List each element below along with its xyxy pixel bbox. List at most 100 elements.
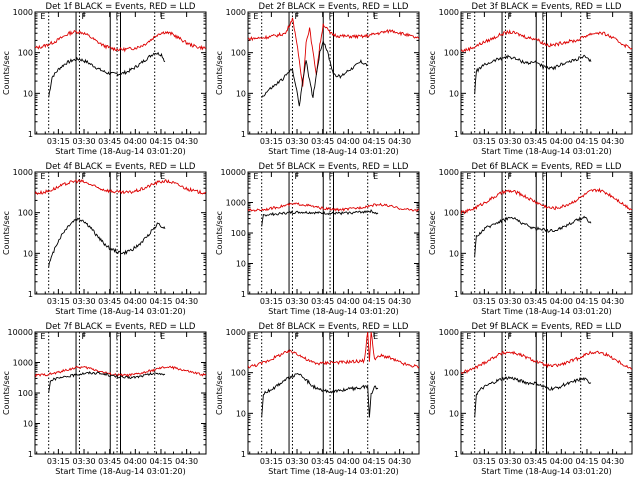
y-tick-label: 1000 [439, 8, 459, 17]
x-tick-label: 03:45 [311, 297, 334, 306]
x-tick-label: 03:30 [498, 137, 521, 146]
lld-series-line [461, 187, 632, 215]
y-tick-label: 10 [23, 89, 33, 98]
x-axis-label: Start Time (18-Aug-14 03:01:20) [268, 147, 399, 156]
detector-chart-8: Det 8f BLACK = Events, RED = LLD 1 10 100 10… [215, 322, 420, 476]
detector-chart-6: Det 6f BLACK = Events, RED = LLD 1 10 100 10… [428, 162, 633, 316]
x-tick-label: 03:30 [285, 297, 308, 306]
y-axis-label: Counts/sec [2, 211, 11, 255]
x-tick-label: 04:00 [124, 297, 147, 306]
y-tick-label: 1 [241, 290, 246, 299]
x-axis-label: Start Time (18-Aug-14 03:01:20) [55, 147, 186, 156]
region-letter: F [507, 12, 512, 21]
x-tick-label: 03:45 [98, 297, 121, 306]
x-tick-label: 04:00 [337, 457, 360, 466]
x-tick-label: 04:00 [550, 297, 573, 306]
lld-series-line [35, 29, 206, 53]
lld-series-line [35, 179, 206, 195]
x-tick-label: 04:15 [362, 137, 385, 146]
x-tick-label: 04:30 [388, 137, 411, 146]
x-tick-label: 03:15 [260, 457, 283, 466]
x-tick-label: 04:30 [601, 457, 624, 466]
series-group [461, 187, 632, 257]
y-tick-label: 100 [444, 209, 459, 218]
series-group [248, 17, 419, 107]
x-axis-label: Start Time (18-Aug-14 03:01:20) [481, 307, 612, 316]
detector-panel-6: Det 6f BLACK = Events, RED = LLD 1 10 100 10… [426, 160, 639, 320]
region-letter: F [542, 12, 547, 21]
region-letter: F [116, 12, 121, 21]
chart-title: Det 3f BLACK = Events, RED = LLD [472, 2, 622, 12]
series-group [248, 332, 419, 418]
y-tick-label: 1 [454, 130, 459, 139]
region-letter: E [160, 332, 165, 341]
y-axis-label: Counts/sec [428, 211, 437, 255]
region-letter: E [160, 12, 165, 21]
x-axis-label: Start Time (18-Aug-14 03:01:20) [481, 147, 612, 156]
events-series-line [474, 375, 592, 418]
y-tick-label: 1000 [13, 359, 33, 368]
detector-chart-4: Det 4f BLACK = Events, RED = LLD 1 10 100 10… [2, 162, 207, 316]
x-tick-label: 03:30 [72, 137, 95, 146]
y-tick-label: 10 [449, 409, 459, 418]
x-axis-label: Start Time (18-Aug-14 03:01:20) [481, 467, 612, 476]
x-tick-label: 04:30 [388, 297, 411, 306]
x-tick-label: 03:30 [72, 457, 95, 466]
x-tick-label: 03:30 [498, 297, 521, 306]
y-tick-label: 1000 [439, 168, 459, 177]
x-tick-label: 04:30 [601, 137, 624, 146]
x-tick-label: 03:45 [311, 457, 334, 466]
series-group [35, 179, 206, 267]
series-group [35, 29, 206, 98]
detector-panel-1: Det 1f BLACK = Events, RED = LLD 1 10 100 10… [0, 0, 213, 160]
y-tick-label: 1000 [226, 328, 246, 337]
events-series-line [48, 371, 166, 393]
detector-panel-7: Det 7f BLACK = Events, RED = LLD 1 10 100 10… [0, 320, 213, 480]
detector-panel-4: Det 4f BLACK = Events, RED = LLD 1 10 100 10… [0, 160, 213, 320]
chart-title: Det 6f BLACK = Events, RED = LLD [472, 162, 622, 172]
x-tick-label: 04:00 [337, 297, 360, 306]
region-letter: F [81, 12, 86, 21]
x-tick-label: 03:15 [473, 137, 496, 146]
chart-title: Det 9f BLACK = Events, RED = LLD [472, 322, 622, 332]
x-axis-label: Start Time (18-Aug-14 03:01:20) [55, 467, 186, 476]
y-axis-label: Counts/sec [215, 211, 224, 255]
region-letter: E [466, 172, 471, 181]
y-tick-label: 1 [241, 130, 246, 139]
y-axis-label: Counts/sec [428, 371, 437, 415]
x-tick-label: 03:45 [524, 297, 547, 306]
x-axis-label: Start Time (18-Aug-14 03:01:20) [55, 307, 186, 316]
region-letter: F [116, 172, 121, 181]
lld-series-line [35, 365, 206, 378]
y-axis-label: Counts/sec [215, 51, 224, 95]
region-letter: F [294, 332, 299, 341]
x-tick-label: 03:15 [260, 137, 283, 146]
region-letter: E [40, 332, 45, 341]
y-axis-label: Counts/sec [2, 51, 11, 95]
x-tick-label: 04:15 [149, 297, 172, 306]
chart-title: Det 4f BLACK = Events, RED = LLD [46, 162, 196, 172]
x-tick-label: 04:30 [388, 457, 411, 466]
lld-series-line [248, 332, 419, 369]
x-tick-label: 04:00 [337, 137, 360, 146]
region-letter: E [253, 12, 258, 21]
y-tick-label: 100 [231, 229, 246, 238]
detector-panel-3: Det 3f BLACK = Events, RED = LLD 1 10 100 10… [426, 0, 639, 160]
x-axis-label: Start Time (18-Aug-14 03:01:20) [268, 467, 399, 476]
x-tick-label: 03:30 [285, 457, 308, 466]
lld-series-line [248, 202, 419, 212]
region-letter: E [586, 172, 591, 181]
y-tick-label: 1000 [439, 328, 459, 337]
y-tick-label: 10 [236, 409, 246, 418]
region-letter: E [160, 172, 165, 181]
region-letter: F [329, 12, 334, 21]
y-tick-label: 1 [454, 450, 459, 459]
chart-title: Det 2f BLACK = Events, RED = LLD [259, 2, 409, 12]
region-letter: E [373, 172, 378, 181]
y-tick-label: 1 [28, 130, 33, 139]
chart-title: Det 8f BLACK = Events, RED = LLD [259, 322, 409, 332]
detector-panel-9: Det 9f BLACK = Events, RED = LLD 1 10 100 10… [426, 320, 639, 480]
region-letter: F [81, 332, 86, 341]
detector-chart-2: Det 2f BLACK = Events, RED = LLD 1 10 100 10… [215, 2, 420, 156]
region-letter: E [373, 332, 378, 341]
